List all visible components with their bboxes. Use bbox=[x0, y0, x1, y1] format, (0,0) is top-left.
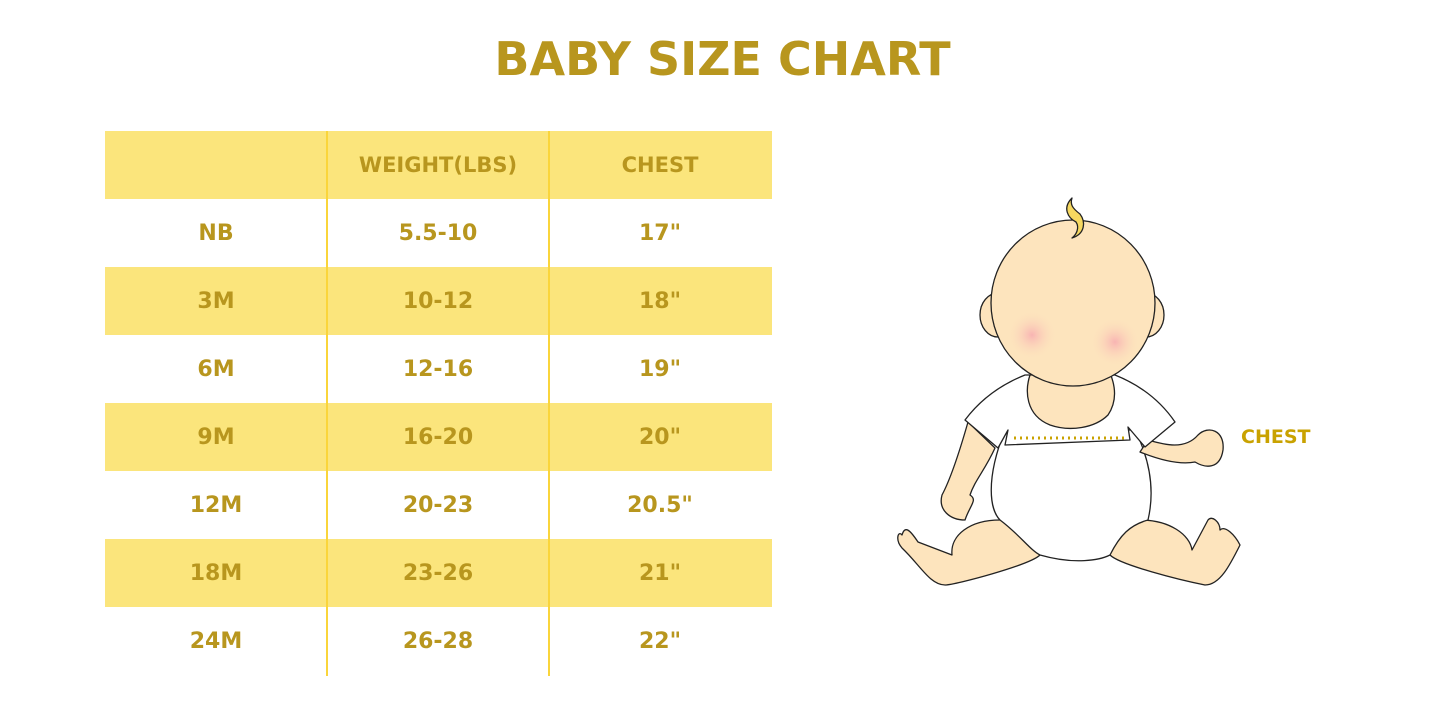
size-cell: 24M bbox=[189, 628, 243, 654]
neck bbox=[1026, 372, 1116, 430]
weight-cell: 26-28 bbox=[402, 628, 474, 654]
baby-illustration bbox=[897, 197, 1241, 586]
size-cell: 9M bbox=[197, 424, 235, 450]
chest-cell: 18" bbox=[638, 288, 682, 314]
size-table: WEIGHT(LBS) CHEST NB 5.5-10 17" 3M 10-12… bbox=[105, 131, 772, 675]
table-row: 3M 10-12 18" bbox=[105, 267, 772, 335]
right-cheek bbox=[1090, 317, 1140, 367]
weight-cell: 10-12 bbox=[402, 288, 474, 314]
chest-cell: 19" bbox=[638, 356, 682, 382]
table-header-row: WEIGHT(LBS) CHEST bbox=[105, 131, 772, 199]
column-divider bbox=[326, 131, 328, 676]
chest-label: CHEST bbox=[1241, 426, 1311, 448]
left-arm bbox=[940, 421, 996, 521]
left-cheek bbox=[1007, 310, 1057, 360]
weight-cell: 12-16 bbox=[402, 356, 474, 382]
chest-cell: 20" bbox=[638, 424, 682, 450]
table-row: NB 5.5-10 17" bbox=[105, 199, 772, 267]
size-cell: 12M bbox=[189, 492, 243, 518]
table-row: 9M 16-20 20" bbox=[105, 403, 772, 471]
table-row: 12M 20-23 20.5" bbox=[105, 471, 772, 539]
chest-cell: 20.5" bbox=[627, 492, 693, 518]
hair-curl bbox=[1066, 197, 1085, 239]
table-row: 18M 23-26 21" bbox=[105, 539, 772, 607]
size-cell: 6M bbox=[197, 356, 235, 382]
page-title: BABY SIZE CHART bbox=[494, 32, 951, 86]
weight-cell: 20-23 bbox=[402, 492, 474, 518]
size-cell: 18M bbox=[189, 560, 243, 586]
size-cell: 3M bbox=[197, 288, 235, 314]
header-cell: CHEST bbox=[621, 153, 699, 177]
column-divider bbox=[548, 131, 550, 676]
right-arm bbox=[1139, 429, 1224, 467]
size-cell: NB bbox=[198, 220, 234, 246]
weight-cell: 16-20 bbox=[402, 424, 474, 450]
weight-cell: 5.5-10 bbox=[398, 220, 478, 246]
weight-cell: 23-26 bbox=[402, 560, 474, 586]
header-cell: WEIGHT(LBS) bbox=[358, 153, 518, 177]
chest-cell: 22" bbox=[638, 628, 682, 654]
table-row: 6M 12-16 19" bbox=[105, 335, 772, 403]
onesie-body bbox=[990, 429, 1152, 562]
chest-cell: 21" bbox=[638, 560, 682, 586]
table-row: 24M 26-28 22" bbox=[105, 607, 772, 675]
chest-cell: 17" bbox=[638, 220, 682, 246]
